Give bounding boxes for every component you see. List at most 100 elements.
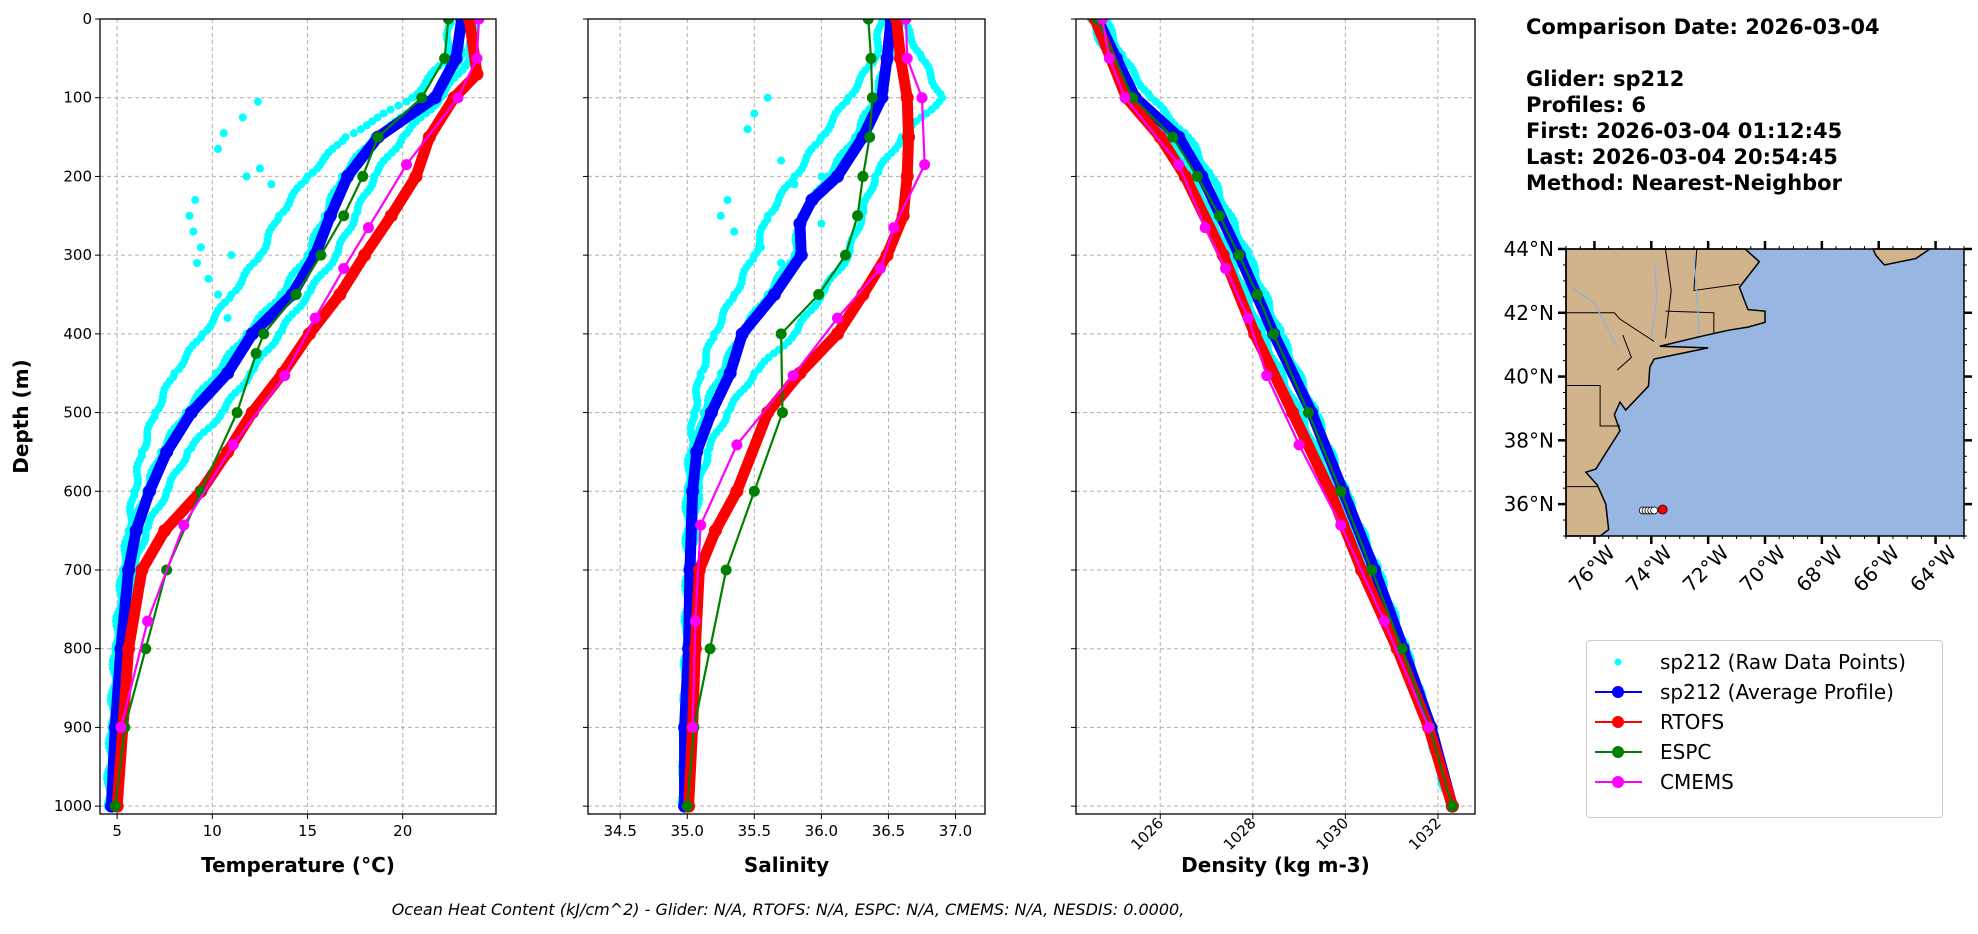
series-marker-cmems xyxy=(1242,312,1254,324)
raw-data-point xyxy=(777,156,786,165)
x-tick-label: 37.0 xyxy=(939,822,972,840)
y-axis-label: Depth (m) xyxy=(9,359,33,473)
series-marker-glider xyxy=(880,51,894,65)
series-marker-espc xyxy=(776,407,788,419)
series-marker-espc xyxy=(442,19,454,25)
series-marker-cmems xyxy=(1096,19,1108,25)
series-marker-espc xyxy=(1251,288,1263,300)
x-tick-label: 20 xyxy=(393,822,412,840)
x-tick-label: 36.0 xyxy=(805,822,838,840)
series-marker-rtofs xyxy=(470,67,484,81)
series-marker-glider xyxy=(690,445,704,459)
series-marker-espc xyxy=(864,131,876,143)
series-marker-cmems xyxy=(1173,159,1185,171)
series-marker-cmems xyxy=(338,263,350,275)
glider-name: Glider: sp212 xyxy=(1526,67,1685,91)
raw-data-point xyxy=(223,314,232,323)
raw-data-point xyxy=(763,93,772,102)
x-tick-label: 35.5 xyxy=(738,822,771,840)
series-marker-cmems xyxy=(473,19,485,25)
raw-data-point xyxy=(716,211,725,220)
profile-panel-2: 34.5 35.0 35.5 36.0 36.5 37.0 Salinity xyxy=(583,18,986,877)
x-tick-label: 10 xyxy=(203,822,222,840)
series-marker-espc xyxy=(1396,643,1408,655)
series-marker-rtofs xyxy=(900,91,914,105)
series-marker-cmems xyxy=(787,370,799,382)
lon-tick-label: 76°W xyxy=(1564,540,1620,596)
series-marker-cmems xyxy=(178,519,190,531)
legend-label: sp212 (Raw Data Points) xyxy=(1660,650,1906,674)
raw-data-point xyxy=(402,97,411,106)
series-marker-rtofs xyxy=(462,19,476,26)
raw-data-point xyxy=(386,105,395,114)
lat-tick-label: 42°N xyxy=(1504,301,1554,325)
legend-item-raw: sp212 (Raw Data Points) xyxy=(1587,648,1942,676)
series-marker-espc xyxy=(1366,564,1378,576)
state-border xyxy=(1566,384,1621,427)
series-marker-glider xyxy=(767,287,781,301)
state-border xyxy=(1665,310,1715,334)
legend-item-espc: ESPC xyxy=(1587,738,1942,766)
raw-data-point xyxy=(750,109,759,118)
series-marker-rtofs xyxy=(1323,484,1337,498)
x-tick-label: 1030 xyxy=(1312,814,1352,854)
series-marker-rtofs xyxy=(708,524,722,538)
series-marker-glider xyxy=(245,327,259,341)
series-marker-cmems xyxy=(919,159,931,171)
series-marker-cmems xyxy=(227,439,239,451)
raw-data-point xyxy=(394,101,403,110)
series-marker-espc xyxy=(231,407,243,419)
raw-data-point xyxy=(757,243,766,252)
series-line-glider xyxy=(679,19,897,812)
series-marker-rtofs xyxy=(730,484,744,498)
profile-count: Profiles: 6 xyxy=(1526,93,1647,117)
series-marker-rtofs xyxy=(158,524,172,538)
series-marker-glider xyxy=(129,524,143,538)
lat-tick-label: 36°N xyxy=(1504,492,1554,516)
series-line-espc xyxy=(114,19,450,808)
y-tick-label: 1000 xyxy=(54,797,92,815)
raw-data-point xyxy=(193,259,202,268)
series-marker-rtofs xyxy=(333,287,347,301)
series-marker-glider xyxy=(428,91,442,105)
series-marker-glider xyxy=(683,563,697,577)
x-axis-label: Density (kg m-3) xyxy=(1181,853,1370,877)
series-marker-cmems xyxy=(279,370,291,382)
series-marker-glider xyxy=(143,484,156,498)
raw-data-point xyxy=(185,211,194,220)
series-marker-cmems xyxy=(916,92,928,104)
raw-data-point xyxy=(362,121,371,130)
river xyxy=(1650,261,1658,339)
raw-data-point xyxy=(743,125,752,134)
x-axis-label: Salinity xyxy=(744,853,829,877)
legend: sp212 (Raw Data Points) sp212 (Average P… xyxy=(1586,640,1943,818)
legend-marker-cmems xyxy=(1595,776,1642,788)
series-marker-espc xyxy=(109,800,121,812)
raw-data-point xyxy=(254,97,263,106)
raw-data-point xyxy=(204,274,213,283)
state-border xyxy=(1665,248,1672,339)
series-marker-rtofs xyxy=(135,563,149,577)
y-tick-label: 600 xyxy=(63,482,92,500)
series-marker-cmems xyxy=(362,222,374,234)
legend-label: ESPC xyxy=(1660,740,1712,764)
series-marker-espc xyxy=(865,52,877,64)
comparison-info: Comparison Date: 2026-03-04 Glider: sp21… xyxy=(1526,14,1880,196)
series-marker-glider xyxy=(160,445,174,459)
last-time: Last: 2026-03-04 20:54:45 xyxy=(1526,145,1838,169)
series-marker-cmems xyxy=(142,615,154,627)
profile-panel-1: 5 10 15 2001002003004005006007008009001000T… xyxy=(9,10,497,877)
series-marker-cmems xyxy=(1293,439,1305,451)
series-line-cmems xyxy=(119,19,480,729)
axes-frame xyxy=(1075,18,1476,815)
series-marker-glider xyxy=(723,366,737,380)
series-marker-cmems xyxy=(452,92,464,104)
series-marker-espc xyxy=(372,131,384,143)
comparison-date: Comparison Date: 2026-03-04 xyxy=(1526,15,1880,39)
x-tick-label: 36.5 xyxy=(872,822,905,840)
glider-track-point xyxy=(1650,506,1659,515)
raw-data-point xyxy=(817,172,826,181)
series-marker-espc xyxy=(866,92,878,104)
series-line-espc xyxy=(1096,19,1454,808)
series-marker-cmems xyxy=(1335,519,1347,531)
